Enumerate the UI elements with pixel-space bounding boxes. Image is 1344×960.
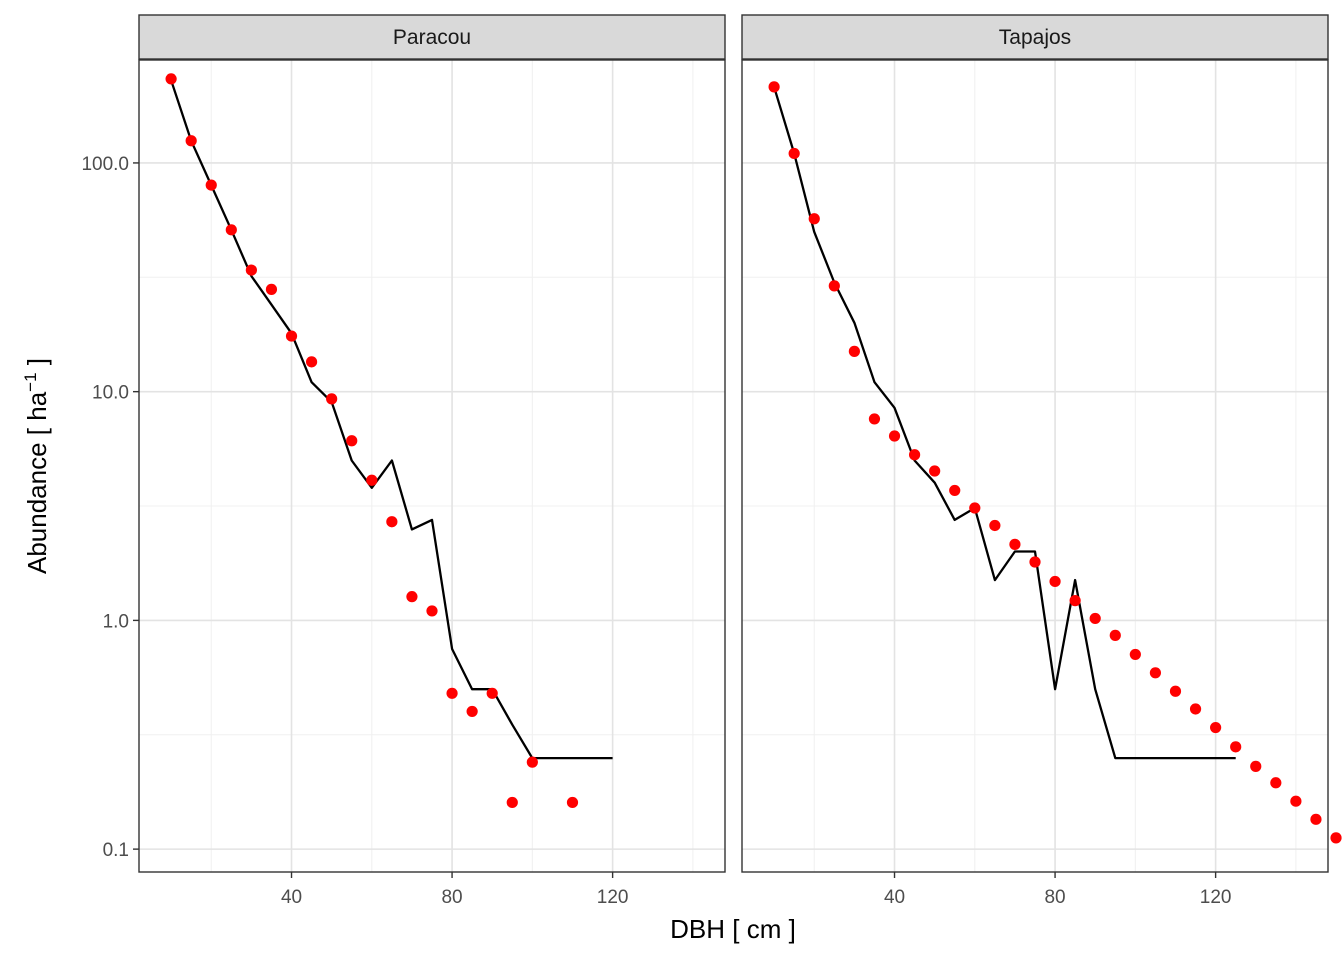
observed-point [1129, 648, 1141, 661]
observed-point [406, 591, 418, 603]
panel-paracou: Paracou [138, 14, 726, 873]
panel-border [741, 59, 1329, 873]
observed-point [1069, 595, 1081, 607]
y-axis-title-main: Abundance [ ha [22, 391, 52, 574]
observed-point [888, 430, 901, 442]
observed-point [868, 413, 881, 425]
x-tick-label: 40 [884, 887, 905, 908]
observed-point [1290, 795, 1302, 807]
observed-point [506, 796, 518, 809]
x-axis-title: DBH [ cm ] [670, 914, 796, 944]
observed-point [446, 687, 458, 699]
panel-tapajos: Tapajos [741, 14, 1342, 873]
observed-point [205, 179, 217, 191]
observed-point [828, 280, 840, 292]
observed-point [526, 756, 538, 768]
observed-point [808, 213, 820, 225]
observed-point [1330, 832, 1342, 844]
observed-point [989, 519, 1001, 532]
strip-background [138, 14, 726, 60]
observed-point [326, 393, 338, 405]
observed-point [1149, 667, 1162, 679]
observed-point [949, 484, 961, 497]
observed-point [566, 796, 579, 809]
observed-point [1089, 612, 1101, 625]
x-tick-label: 120 [1200, 887, 1232, 908]
observed-point [346, 435, 358, 447]
panel-border [138, 59, 726, 873]
observed-point [768, 81, 780, 93]
observed-point [466, 705, 478, 718]
observed-point [185, 135, 197, 147]
strip-label: Paracou [393, 26, 471, 49]
observed-point [1049, 575, 1061, 588]
observed-point [366, 474, 378, 486]
y-tick-label: 100.0 [81, 154, 129, 175]
model-line [772, 86, 1236, 760]
observed-point [225, 224, 237, 236]
observed-point [1109, 629, 1121, 641]
observed-point [1169, 685, 1182, 697]
y-axis-title-superscript: −1 [21, 372, 40, 391]
observed-point [1210, 721, 1222, 734]
x-axes: 40 80 120 40 80 120 [281, 872, 1232, 908]
x-tick-label: 40 [281, 887, 302, 908]
observed-point [908, 449, 921, 461]
strip-background [741, 14, 1329, 60]
observed-point [848, 345, 860, 357]
observed-point [1310, 813, 1322, 825]
x-tick-label: 120 [597, 887, 629, 908]
observed-point [486, 687, 498, 699]
observed-point [1009, 538, 1021, 550]
observed-point [969, 502, 981, 514]
observed-point [1189, 703, 1202, 715]
observed-point [1230, 741, 1242, 753]
observed-point [245, 264, 257, 276]
y-tick-label: 10.0 [92, 383, 129, 404]
observed-point [929, 465, 941, 477]
observed-point [165, 73, 177, 85]
x-tick-label: 80 [1044, 887, 1065, 908]
x-tick-label: 80 [441, 887, 462, 908]
model-line [170, 79, 613, 760]
y-axis-title: Abundance [ ha−1 ] [21, 358, 52, 574]
observed-point [788, 147, 800, 160]
strip-label: Tapajos [999, 26, 1071, 49]
observed-point [426, 605, 438, 617]
observed-point [265, 283, 278, 295]
panels: Paracou Tapajos [138, 14, 1342, 873]
observed-point [285, 330, 298, 342]
panel-background [139, 60, 725, 872]
observed-point [1250, 760, 1262, 772]
y-tick-label: 1.0 [103, 611, 129, 632]
observed-point [305, 356, 318, 368]
observed-point [1029, 556, 1041, 568]
observed-point [386, 516, 398, 528]
y-tick-label: 0.1 [103, 840, 129, 861]
y-axis-title-close: ] [22, 358, 52, 372]
y-axis: 0.1 1.0 10.0 100.0 [81, 154, 139, 861]
panel-background [742, 60, 1328, 872]
observed-point [1270, 777, 1282, 789]
